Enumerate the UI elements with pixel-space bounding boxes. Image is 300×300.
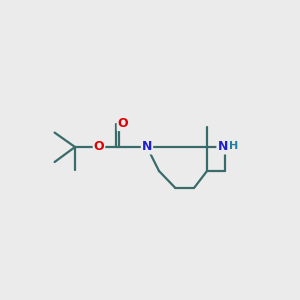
Text: H: H [230, 141, 238, 152]
Text: N: N [142, 140, 152, 154]
Text: O: O [94, 140, 104, 154]
Text: N: N [218, 140, 228, 154]
Text: O: O [118, 117, 128, 130]
